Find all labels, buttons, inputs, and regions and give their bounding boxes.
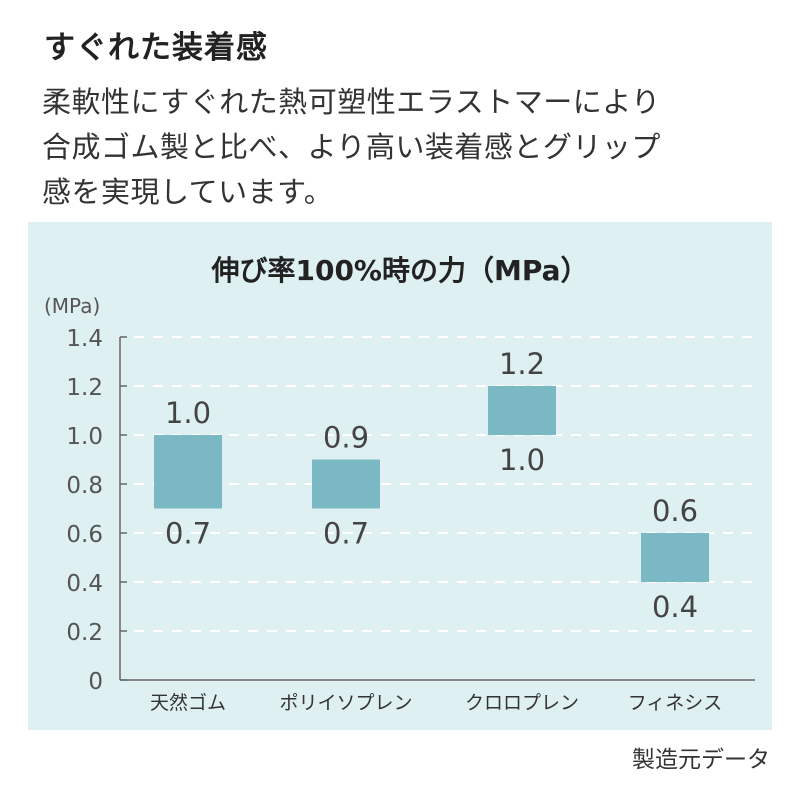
heading: すぐれた装着感: [44, 30, 268, 66]
description-line: 合成ゴム製と比べ、より高い装着感とグリップ: [42, 130, 661, 164]
high-value-label: 1.2: [499, 347, 545, 381]
low-value-label: 0.7: [323, 517, 369, 551]
y-axis-label: (MPa): [44, 294, 100, 318]
category-label: クロロプレン: [465, 692, 579, 714]
y-tick-label: 1.2: [66, 375, 103, 401]
y-tick-label: 0.6: [66, 522, 103, 548]
high-value-label: 1.0: [165, 396, 211, 430]
range-bar: [312, 459, 380, 509]
y-tick-label: 0.2: [66, 620, 103, 646]
low-value-label: 0.7: [165, 517, 211, 551]
y-tick-label: 1.0: [66, 424, 103, 450]
y-tick-label: 0: [88, 669, 103, 695]
y-tick-label: 0.4: [66, 571, 103, 597]
low-value-label: 0.4: [652, 590, 698, 624]
chart-panel: [28, 222, 772, 730]
description: 柔軟性にすぐれた熱可塑性エラストマーにより 合成ゴム製と比べ、より高い装着感とグ…: [42, 80, 782, 215]
high-value-label: 0.9: [323, 421, 369, 455]
low-value-label: 1.0: [499, 443, 545, 477]
range-bar: [154, 435, 222, 509]
chart-title: 伸び率100%時の力（MPa）: [210, 254, 588, 287]
category-label: ポリイソプレン: [279, 692, 412, 714]
category-label: 天然ゴム: [150, 692, 226, 714]
description-line: 柔軟性にすぐれた熱可塑性エラストマーにより: [42, 85, 661, 119]
high-value-label: 0.6: [652, 494, 698, 528]
category-label: フィネシス: [628, 692, 723, 714]
y-tick-label: 1.4: [66, 326, 103, 352]
description-line: 感を実現しています。: [42, 175, 334, 209]
range-bar: [488, 386, 556, 435]
source-note: 製造元データ: [632, 747, 770, 773]
range-bar: [641, 533, 709, 582]
y-tick-label: 0.8: [66, 473, 103, 499]
